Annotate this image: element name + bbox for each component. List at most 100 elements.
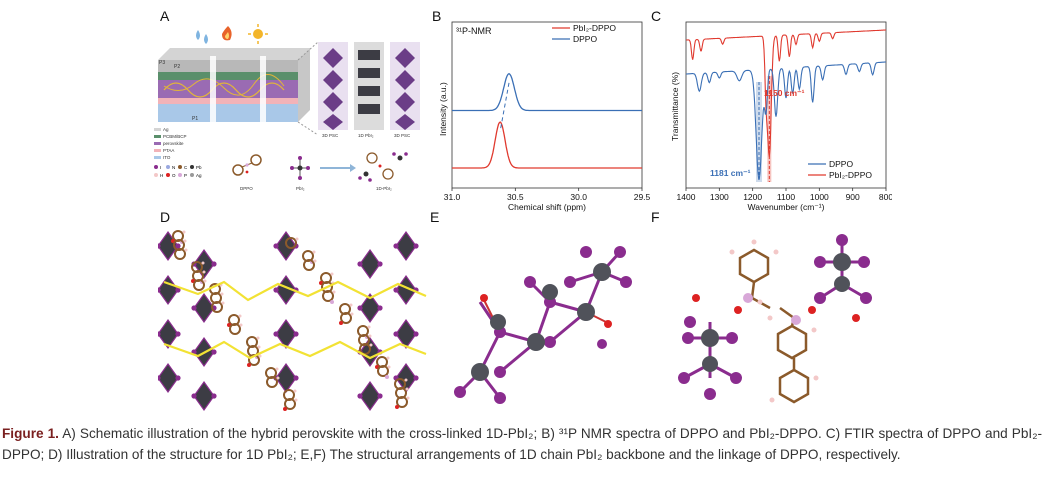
panel-letter-f: F [651,209,660,225]
nmr-chart: ³¹P-NMR Intensity (a.u.) Chemical shift … [438,21,650,212]
pbi-octahedron [359,248,381,280]
ftir-x-ticks: 1400 1300 1200 1100 1000 900 800 [677,188,892,202]
nmr-y-axis-label: Intensity (a.u.) [438,82,448,136]
chain-link-line-top [163,280,427,302]
phenyl-ring [193,279,205,291]
oxygen-atom [395,405,399,409]
iodine-atom [191,393,197,399]
ftir-series-line-dppo [686,61,886,180]
nmr-dashed-link [499,82,510,132]
layer-legend: Ag PCBM/BCP perovskite PTAA ITO [154,127,187,160]
ftir-x-tick-label: 800 [879,192,892,202]
iodine-atom [273,243,279,249]
dppo-molecule [232,154,262,176]
iodine-atom [377,305,383,311]
ftir-plot-frame [685,21,887,189]
pbi2-octahedra-chains [158,230,419,412]
hydrogen-atom [295,237,299,241]
atom-legend-n: N [172,165,175,170]
iodine-atom [158,375,161,381]
phenyl-ring [359,343,371,355]
crystal-structure-1d-pbi2 [354,42,384,130]
nmr-x-ticks: 31.0 30.5 30.0 29.5 [444,188,650,202]
panel-e-backbone [454,246,632,404]
pbi-octahedron [158,274,179,306]
phenyl-ring [284,398,296,410]
phenyl-ring [266,376,278,388]
hydrogen-atom [313,259,317,263]
ftir-legend: DPPO PbI₂-DPPO [808,159,872,180]
iodine-atom [413,375,419,381]
ftir-y-axis-label: Transmittance (%) [670,72,680,141]
oxygen-atoms [480,294,612,328]
panel-letter-a: A [160,8,170,24]
figure-caption-text: A) Schematic illustration of the hybrid … [2,426,1043,462]
panel-letter-b: B [432,8,442,24]
crystal-structure-3d-psc-right [390,42,420,130]
atom-legend-ag: Ag [196,173,202,178]
iodine-atom [158,331,161,337]
hydrogen-atom [369,343,373,347]
structure-label-3d-psc-left: 3D PSC [322,133,339,138]
hydrogen-atom [367,325,371,329]
legend-pcbm-bcp: PCBM/BCP [163,134,187,139]
figure-caption: Figure 1. A) Schematic illustration of t… [2,424,1042,465]
arrow-right-icon [320,164,356,172]
iodine-atom [211,261,217,267]
hydrogen-atom [405,387,409,391]
panel-letter-d: D [160,209,171,225]
nmr-legend-pbi2-dppo: PbI₂-DPPO [573,23,616,33]
water-drop-icon [196,30,208,44]
iodine-atom [175,375,181,381]
phenyl-ring [285,237,297,249]
atom-legend-i: I [160,165,161,170]
atom-legend-c: C [184,165,188,170]
iodine-atom [175,331,181,337]
panel-letter-e: E [430,209,440,225]
legend-ito: ITO [163,155,171,160]
phenyl-ring [174,248,186,260]
nmr-x-axis-label: Chemical shift (ppm) [508,202,586,212]
hydrogen-atom [203,279,207,283]
hydrogen-atom [404,378,408,382]
iodine-atom [357,261,363,267]
hydrogen-atom [182,230,186,234]
layer-label-p1: P1 [192,116,198,122]
ftir-x-axis-label: Wavenumber (cm⁻¹) [748,202,825,212]
iodine-atom [158,243,161,249]
nmr-x-tick-label: 30.0 [570,192,587,202]
iodine-atom [293,375,299,381]
phenyl-ring [211,301,223,313]
hydrogen-atom [330,272,334,276]
pbi-octahedron [359,380,381,412]
legend-ptaa: PTAA [163,148,174,153]
pbi-octahedron [395,318,417,350]
hydrogen-atom [406,396,410,400]
hydrogen-atom [221,301,225,305]
panel-f-linkage [678,234,872,404]
panel-a-schematic: P3 P2 P1 3D PSC 1D PbI₂ 3D PSC Ag [154,24,420,191]
atom-legend-h: H [160,173,163,178]
structure-label-3d-psc-right: 3D PSC [394,133,411,138]
sun-icon [248,24,268,44]
nmr-legend: PbI₂-DPPO DPPO [552,23,616,44]
iodine-atom [393,331,399,337]
iodine-atom [393,287,399,293]
panel-d-structure [158,230,427,412]
pbi-octahedron [359,292,381,324]
structure-label-1d-pbi2: 1D PbI₂ [358,133,374,138]
hydrogen-atom [258,354,262,358]
iodine-atom [357,305,363,311]
pbi-octahedron [193,292,215,324]
pbi-octahedron [275,318,297,350]
atom-legend: I N C Pb H O P Ag [154,165,202,178]
phosphorus-atom [330,300,334,304]
hydrogen-atom [350,312,354,316]
hydrogen-atom [184,248,188,252]
nmr-x-tick-label: 31.0 [444,192,461,202]
atom-legend-pb: Pb [196,165,202,170]
iodine-atom [175,287,181,293]
iodine-atom [377,393,383,399]
molecule-label-1d-pbi2: 1D-PbI₂ [376,186,392,191]
hydrogen-atom [312,250,316,254]
